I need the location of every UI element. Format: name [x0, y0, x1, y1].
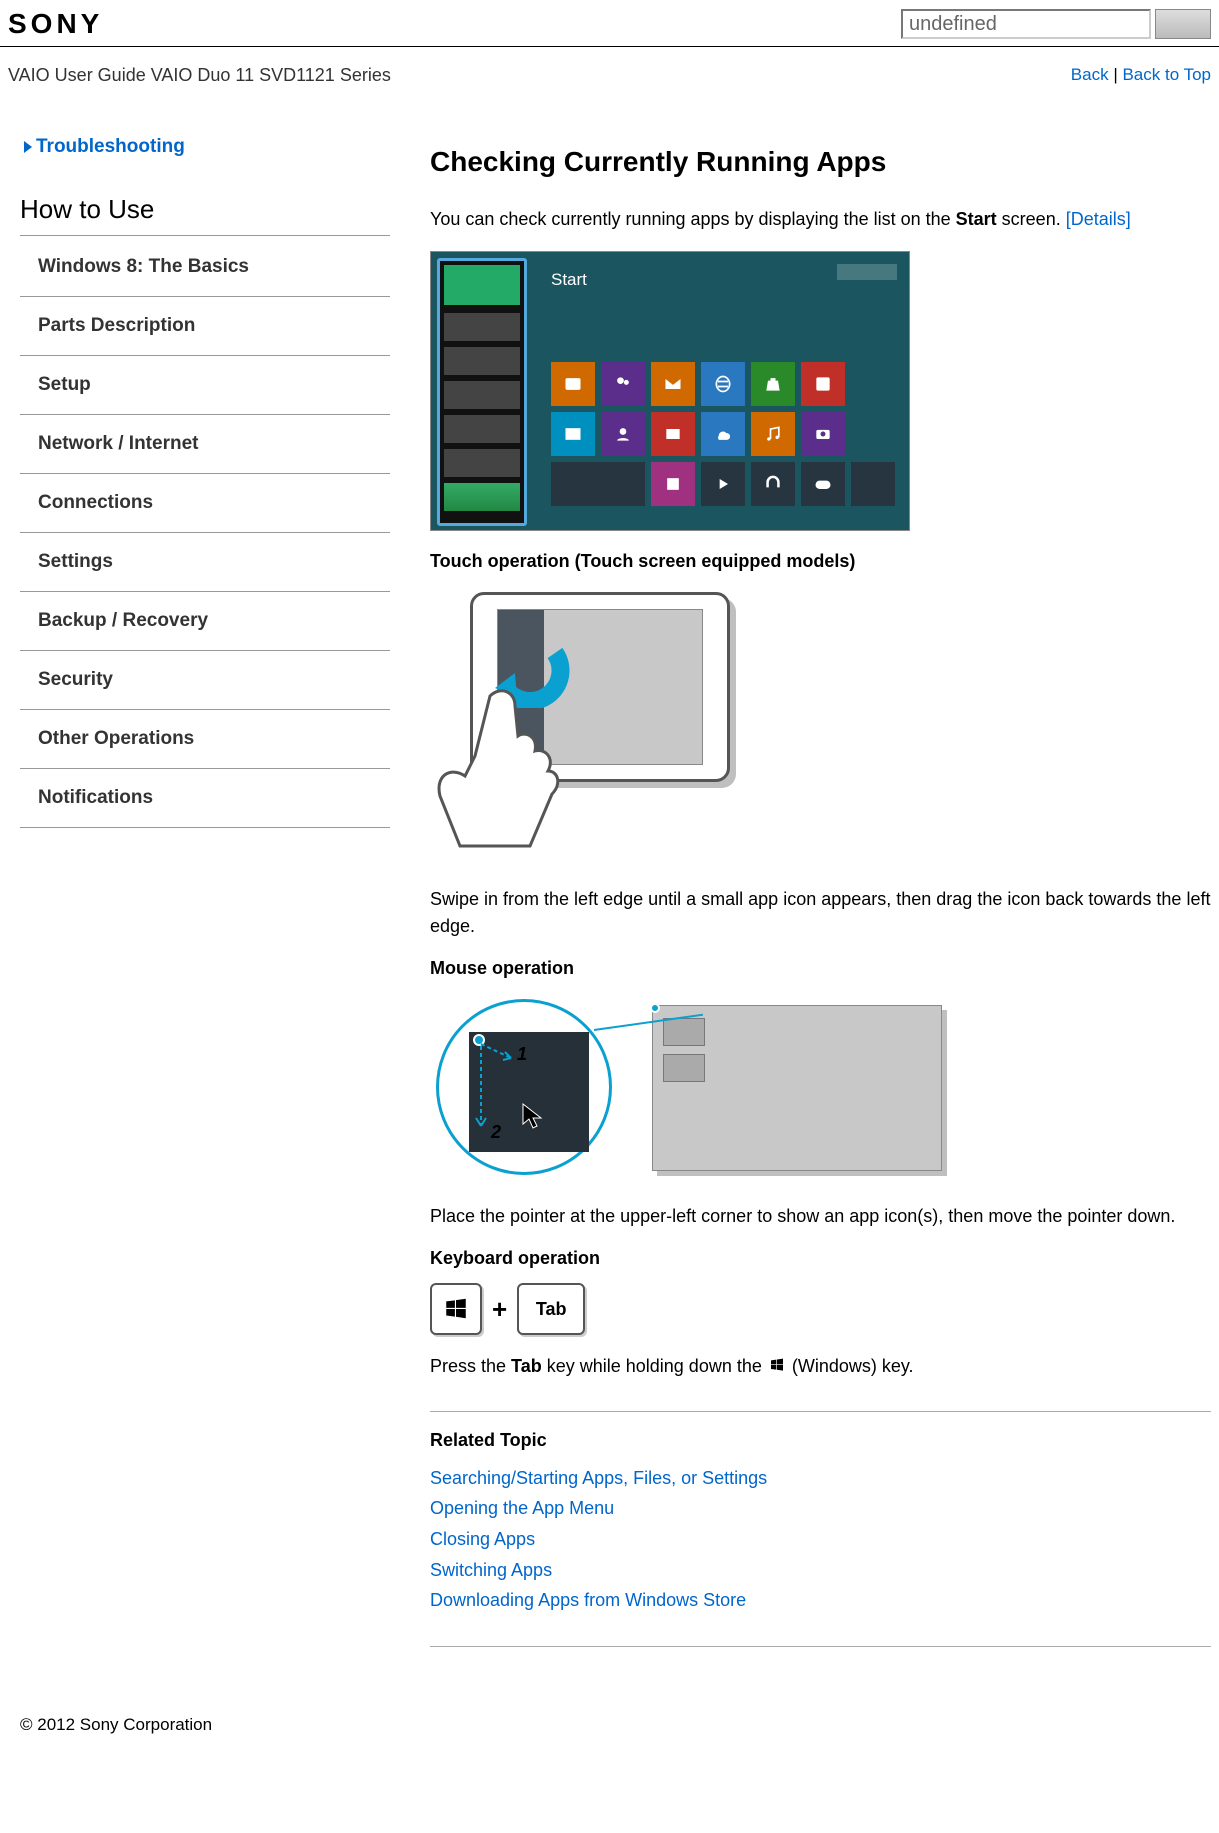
sidebar: Troubleshooting How to Use Windows 8: Th… [20, 136, 390, 1665]
tile-icon [701, 412, 745, 456]
nav-setup[interactable]: Setup [20, 356, 390, 415]
tile-icon [551, 412, 595, 456]
tile-icon [651, 462, 695, 506]
windows-icon [769, 1354, 785, 1381]
troubleshooting-link[interactable]: Troubleshooting [20, 136, 390, 158]
tile-icon [551, 462, 645, 506]
tab-key-icon: Tab [517, 1283, 585, 1335]
tile-icon [701, 462, 745, 506]
nav-network-internet[interactable]: Network / Internet [20, 415, 390, 474]
main: Troubleshooting How to Use Windows 8: Th… [0, 96, 1219, 1695]
separator [430, 1646, 1211, 1647]
figure-touch [430, 586, 1211, 866]
related-heading: Related Topic [430, 1430, 1211, 1451]
tile-icon [701, 362, 745, 406]
mouse-zoom-circle: 1 2 [436, 999, 612, 1175]
keyboard-paragraph: Press the Tab key while holding down the… [430, 1353, 1211, 1381]
tile-icon [751, 462, 795, 506]
callout-2: 2 [491, 1122, 501, 1143]
cursor-icon [521, 1102, 543, 1130]
related-link[interactable]: Downloading Apps from Windows Store [430, 1585, 1211, 1616]
plus-icon: + [492, 1294, 507, 1325]
nav-connections[interactable]: Connections [20, 474, 390, 533]
intro-bold: Start [956, 209, 997, 229]
windows-key-icon [430, 1283, 482, 1335]
tile-icon [601, 362, 645, 406]
nav-security[interactable]: Security [20, 651, 390, 710]
nav-backup-recovery[interactable]: Backup / Recovery [20, 592, 390, 651]
search-input[interactable] [901, 9, 1151, 39]
keyboard-heading: Keyboard operation [430, 1248, 1211, 1269]
nav-parts-description[interactable]: Parts Description [20, 297, 390, 356]
troubleshooting-label: Troubleshooting [36, 136, 185, 158]
separator [430, 1411, 1211, 1412]
nav-windows8-basics[interactable]: Windows 8: The Basics [20, 238, 390, 297]
figure-mouse: 1 2 [430, 993, 1211, 1183]
related-link[interactable]: Closing Apps [430, 1524, 1211, 1555]
kbd-text-c: (Windows) key. [787, 1356, 914, 1376]
mouse-window [652, 1005, 942, 1171]
figure-keyboard: + Tab [430, 1283, 1211, 1335]
footer: © 2012 Sony Corporation [0, 1695, 1219, 1775]
nav-other-operations[interactable]: Other Operations [20, 710, 390, 769]
copyright: © 2012 Sony Corporation [20, 1715, 212, 1734]
tile-icon [851, 462, 895, 506]
back-to-top-link[interactable]: Back to Top [1122, 65, 1211, 84]
page-title: Checking Currently Running Apps [430, 146, 1211, 178]
intro-text-a: You can check currently running apps by … [430, 209, 956, 229]
how-to-use-heading: How to Use [20, 186, 390, 236]
mouse-heading: Mouse operation [430, 958, 1211, 979]
nav-settings[interactable]: Settings [20, 533, 390, 592]
figure-start-screen: Start [430, 251, 1211, 531]
mouse-paragraph: Place the pointer at the upper-left corn… [430, 1203, 1211, 1230]
related-link[interactable]: Searching/Starting Apps, Files, or Setti… [430, 1463, 1211, 1494]
intro-paragraph: You can check currently running apps by … [430, 206, 1211, 233]
search-area [901, 9, 1211, 39]
callout-1: 1 [517, 1044, 527, 1065]
touch-paragraph: Swipe in from the left edge until a smal… [430, 886, 1211, 940]
related-link[interactable]: Opening the App Menu [430, 1493, 1211, 1524]
kbd-text-b: key while holding down the [542, 1356, 767, 1376]
sony-logo: SONY [8, 8, 103, 40]
search-button[interactable] [1155, 9, 1211, 39]
top-bar: SONY [0, 0, 1219, 47]
start-label: Start [551, 270, 587, 290]
hand-icon [430, 676, 570, 856]
chevron-right-icon [24, 141, 32, 153]
touch-heading: Touch operation (Touch screen equipped m… [430, 551, 1211, 572]
tile-icon [601, 412, 645, 456]
tile-icon [801, 362, 845, 406]
content: Checking Currently Running Apps You can … [430, 136, 1211, 1665]
related-link[interactable]: Switching Apps [430, 1555, 1211, 1586]
link-sep: | [1109, 65, 1123, 84]
tile-icon [651, 412, 695, 456]
sub-bar: VAIO User Guide VAIO Duo 11 SVD1121 Seri… [0, 47, 1219, 96]
related-list: Searching/Starting Apps, Files, or Setti… [430, 1463, 1211, 1616]
tile-icon [551, 362, 595, 406]
details-link[interactable]: [Details] [1066, 209, 1131, 229]
tile-icon [651, 362, 695, 406]
nav-notifications[interactable]: Notifications [20, 769, 390, 828]
guide-title: VAIO User Guide VAIO Duo 11 SVD1121 Seri… [8, 65, 391, 86]
kbd-bold: Tab [511, 1356, 542, 1376]
back-link[interactable]: Back [1071, 65, 1109, 84]
tile-icon [751, 362, 795, 406]
running-apps-panel [437, 258, 527, 526]
kbd-text-a: Press the [430, 1356, 511, 1376]
top-links: Back | Back to Top [1071, 65, 1211, 86]
user-badge [837, 264, 897, 280]
tile-icon [801, 462, 845, 506]
tile-icon [801, 412, 845, 456]
intro-text-b: screen. [997, 209, 1066, 229]
tile-icon [751, 412, 795, 456]
